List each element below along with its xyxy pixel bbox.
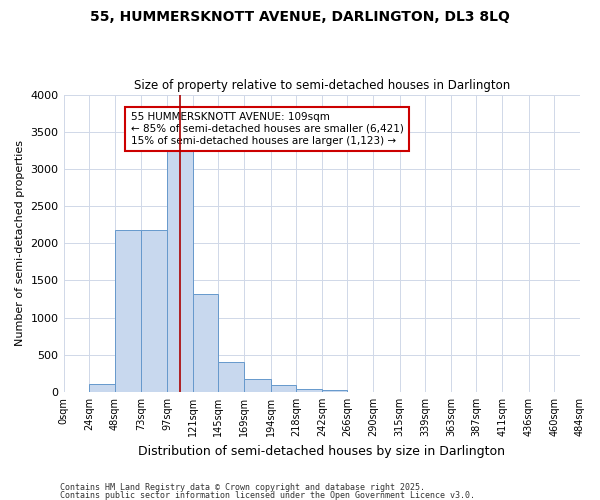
Text: Contains public sector information licensed under the Open Government Licence v3: Contains public sector information licen… (60, 490, 475, 500)
Bar (218, 362, 244, 392)
Bar (271, 385, 296, 392)
Bar (296, 389, 322, 392)
X-axis label: Distribution of semi-detached houses by size in Darlington: Distribution of semi-detached houses by … (138, 444, 505, 458)
Bar (167, 150, 193, 392)
Title: Size of property relative to semi-detached houses in Darlington: Size of property relative to semi-detach… (134, 79, 510, 92)
Y-axis label: Number of semi-detached properties: Number of semi-detached properties (15, 140, 25, 346)
Text: 55 HUMMERSKNOTT AVENUE: 109sqm
← 85% of semi-detached houses are smaller (6,421): 55 HUMMERSKNOTT AVENUE: 109sqm ← 85% of … (131, 112, 404, 146)
Bar (322, 390, 347, 392)
Bar (142, 230, 167, 392)
Text: 55, HUMMERSKNOTT AVENUE, DARLINGTON, DL3 8LQ: 55, HUMMERSKNOTT AVENUE, DARLINGTON, DL3… (90, 10, 510, 24)
Text: Contains HM Land Registry data © Crown copyright and database right 2025.: Contains HM Land Registry data © Crown c… (60, 484, 425, 492)
Bar (193, 294, 218, 392)
Bar (89, 384, 115, 392)
Bar (115, 230, 142, 392)
Bar (244, 380, 271, 392)
